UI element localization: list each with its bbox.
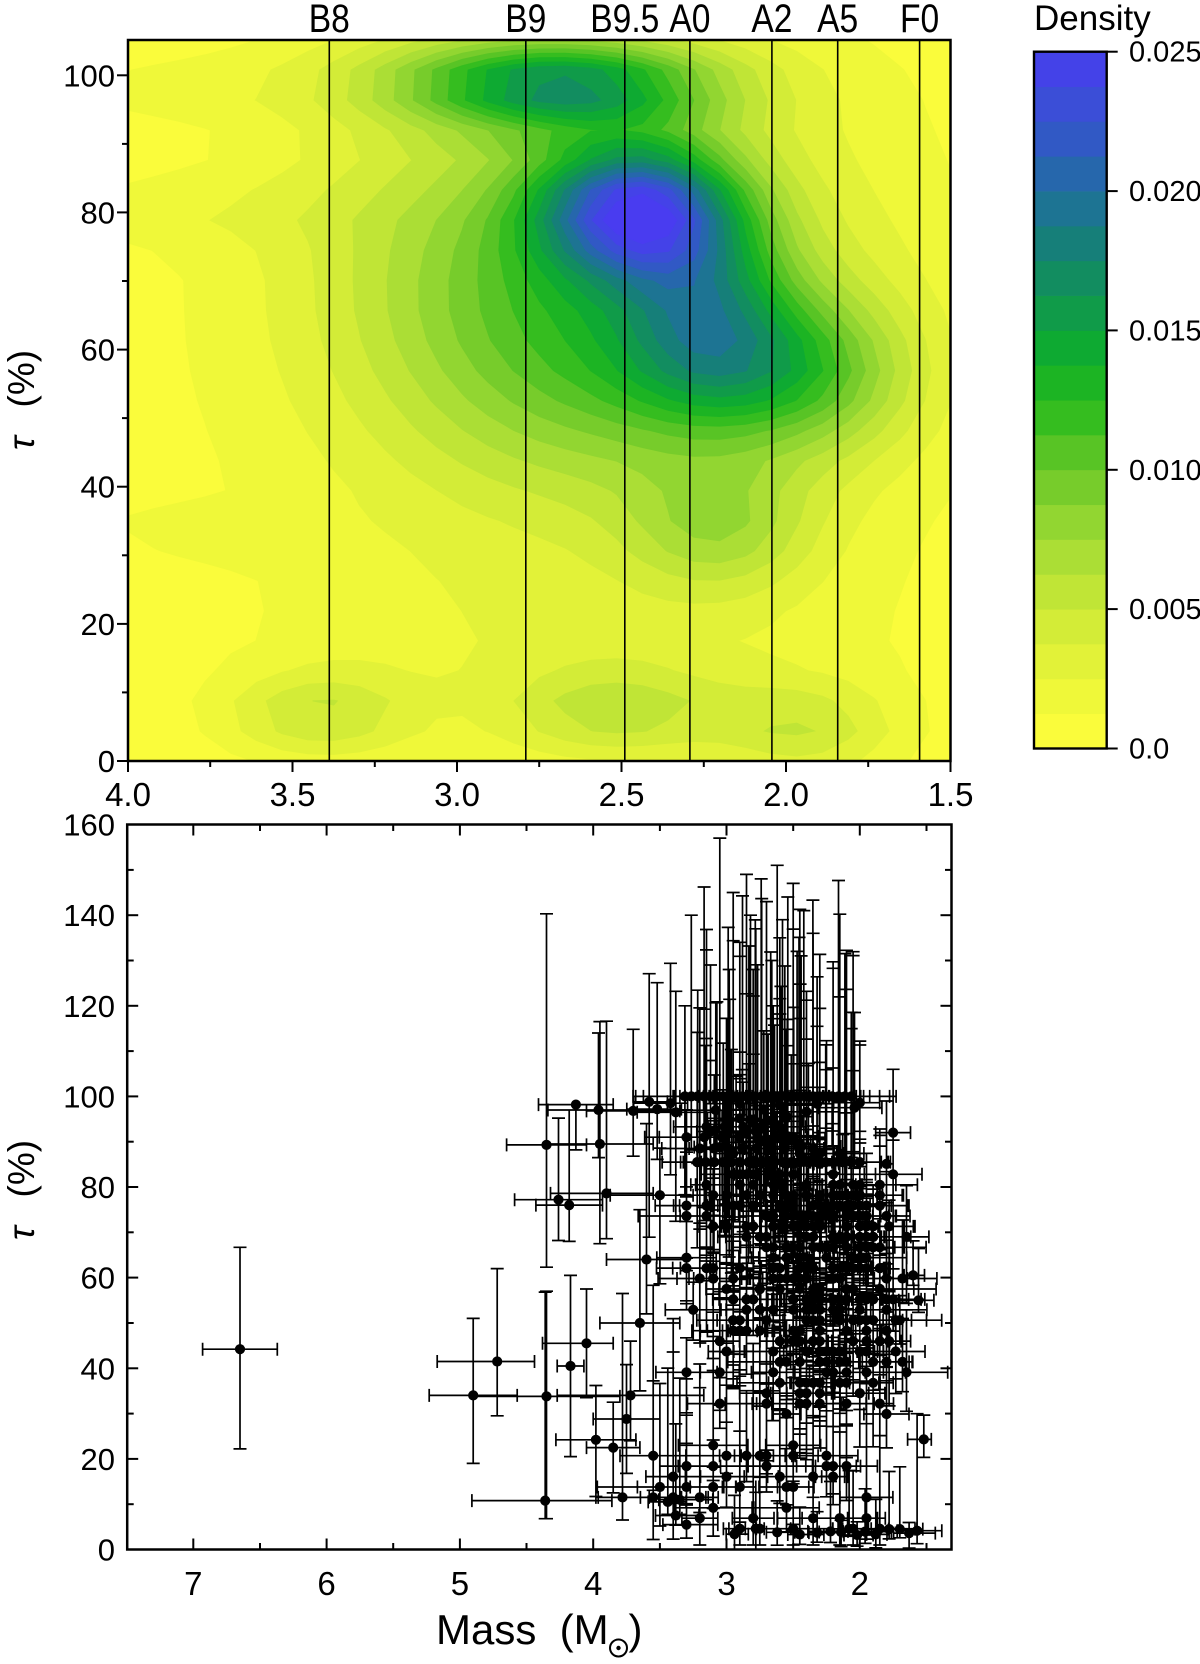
svg-text:2.5: 2.5: [599, 776, 645, 813]
svg-text:0.010: 0.010: [1129, 455, 1200, 487]
svg-text:): ): [629, 1606, 643, 1653]
svg-text:3.0: 3.0: [434, 776, 480, 813]
svg-text:140: 140: [63, 898, 115, 933]
svg-text:6: 6: [317, 1565, 335, 1602]
svg-text:80: 80: [81, 1170, 115, 1205]
svg-text:Mass (M: Mass (M: [436, 1606, 609, 1653]
svg-text:0.020: 0.020: [1129, 176, 1200, 208]
svg-text:3.5: 3.5: [270, 776, 316, 813]
svg-text:60: 60: [81, 333, 115, 368]
svg-text:80: 80: [81, 195, 115, 230]
svg-text:5: 5: [451, 1565, 469, 1602]
svg-text:F0: F0: [900, 0, 939, 41]
svg-text:160: 160: [63, 808, 115, 843]
svg-text:100: 100: [63, 58, 115, 93]
svg-text:20: 20: [81, 1442, 115, 1477]
svg-text:0.005: 0.005: [1129, 594, 1200, 626]
svg-text:B8: B8: [309, 0, 350, 41]
svg-text:B9: B9: [505, 0, 546, 41]
svg-text:0: 0: [98, 744, 115, 779]
svg-text:τ (%): τ (%): [1, 350, 42, 450]
svg-text:0.025: 0.025: [1129, 37, 1200, 69]
svg-text:τ (%): τ (%): [1, 1140, 42, 1240]
svg-text:Density: Density: [1034, 0, 1151, 38]
svg-text:4: 4: [584, 1565, 602, 1602]
svg-text:7: 7: [184, 1565, 202, 1602]
svg-text:40: 40: [81, 470, 115, 505]
svg-text:60: 60: [81, 1261, 115, 1296]
svg-text:100: 100: [63, 1079, 115, 1114]
svg-text:40: 40: [81, 1351, 115, 1386]
svg-text:120: 120: [63, 989, 115, 1024]
svg-text:3: 3: [717, 1565, 735, 1602]
svg-text:0.015: 0.015: [1129, 315, 1200, 347]
svg-text:A0: A0: [669, 0, 710, 41]
svg-text:0.0: 0.0: [1129, 734, 1169, 766]
svg-text:4.0: 4.0: [105, 776, 151, 813]
svg-text:A2: A2: [751, 0, 792, 41]
svg-text:0: 0: [98, 1533, 115, 1568]
svg-text:A5: A5: [817, 0, 858, 41]
svg-text:B9.5: B9.5: [590, 0, 659, 41]
svg-text:2: 2: [851, 1565, 869, 1602]
svg-text:2.0: 2.0: [763, 776, 809, 813]
svg-text:20: 20: [81, 607, 115, 642]
svg-text:1.5: 1.5: [928, 776, 974, 813]
